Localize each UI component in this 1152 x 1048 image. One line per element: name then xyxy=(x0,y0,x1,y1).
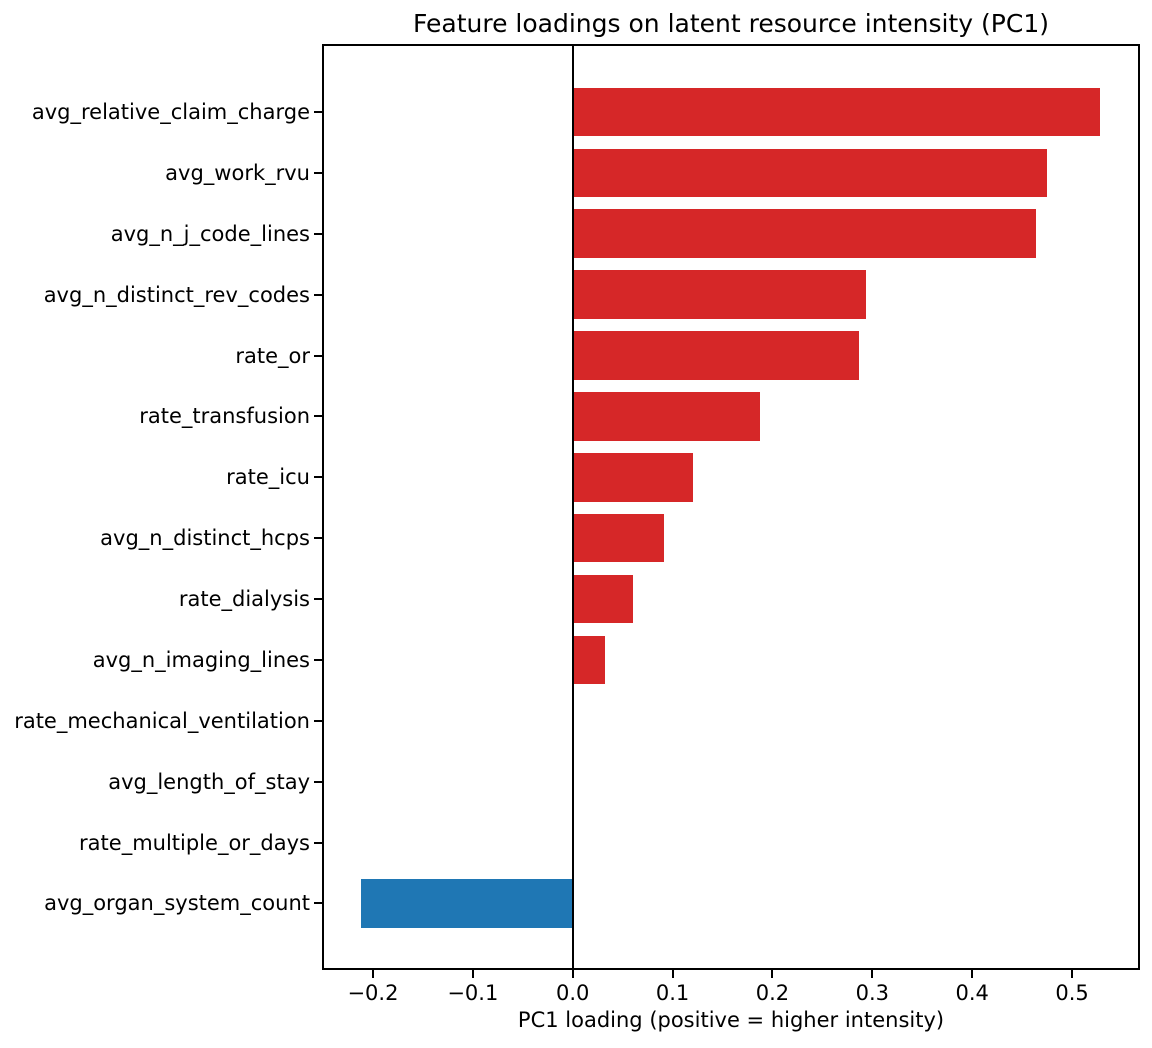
y-tick-label: avg_relative_claim_charge xyxy=(31,100,310,124)
y-tick-mark xyxy=(314,780,322,783)
bar-avg_n_distinct_rev_codes xyxy=(572,270,867,319)
x-tick-label: 0.4 xyxy=(955,981,989,1005)
y-tick-mark xyxy=(314,232,322,235)
x-tick-mark xyxy=(371,970,374,978)
y-tick-label: avg_organ_system_count xyxy=(44,891,310,916)
y-tick-label: avg_n_distinct_hcps xyxy=(100,526,310,551)
bar-rate_dialysis xyxy=(572,574,633,624)
y-tick-label: rate_transfusion xyxy=(139,404,310,429)
y-tick-label: avg_n_imaging_lines xyxy=(92,647,310,672)
y-tick-mark xyxy=(314,598,322,601)
y-tick-mark xyxy=(314,476,322,479)
plot-area xyxy=(322,44,1140,970)
x-tick-mark xyxy=(771,970,774,978)
y-tick-label: rate_mechanical_ventilation xyxy=(14,708,310,733)
y-tick-label: avg_n_j_code_lines xyxy=(110,221,310,246)
bar-avg_organ_system_count xyxy=(360,879,573,928)
y-tick-mark xyxy=(314,415,322,418)
x-tick-label: 0.0 xyxy=(555,981,590,1005)
x-axis-label: PC1 loading (positive = higher intensity… xyxy=(517,1008,945,1032)
x-tick-mark xyxy=(571,970,574,978)
y-tick-label: rate_dialysis xyxy=(178,587,310,612)
x-tick-label: 0.1 xyxy=(655,981,690,1005)
y-tick-mark xyxy=(314,111,322,113)
bar-avg_n_j_code_lines xyxy=(572,209,1037,259)
y-tick-mark xyxy=(314,293,322,296)
y-tick-label: avg_work_rvu xyxy=(165,160,310,185)
bar-rate_icu xyxy=(572,452,693,502)
y-tick-mark xyxy=(314,719,322,722)
x-tick-label: 0.2 xyxy=(755,981,790,1005)
x-tick-mark xyxy=(871,970,874,978)
y-tick-mark xyxy=(314,902,322,905)
x-tick-label: 0.3 xyxy=(855,981,890,1005)
x-tick-mark xyxy=(971,970,974,978)
y-tick-mark xyxy=(314,171,322,174)
x-tick-mark xyxy=(671,970,674,978)
bar-rate_or xyxy=(572,331,860,380)
x-tick-label: −0.2 xyxy=(347,981,399,1005)
y-tick-label: rate_icu xyxy=(226,465,310,490)
y-tick-label: avg_n_distinct_rev_codes xyxy=(43,282,310,307)
zero-line xyxy=(571,46,574,968)
bar-avg_work_rvu xyxy=(572,148,1048,198)
y-tick-label: rate_or xyxy=(235,343,310,368)
bar-avg_n_distinct_hcps xyxy=(572,513,664,563)
bar-avg_relative_claim_charge xyxy=(572,87,1101,137)
y-tick-mark xyxy=(314,354,322,357)
x-tick-label: 0.5 xyxy=(1055,981,1089,1005)
bar-rate_transfusion xyxy=(572,392,761,441)
x-tick-mark xyxy=(1071,970,1074,978)
y-tick-label: rate_multiple_or_days xyxy=(79,830,310,855)
chart-title: Feature loadings on latent resource inte… xyxy=(413,9,1049,38)
y-tick-mark xyxy=(314,537,322,540)
bar-avg_n_imaging_lines xyxy=(572,635,605,685)
y-tick-mark xyxy=(314,841,322,844)
x-tick-mark xyxy=(471,970,474,978)
x-tick-label: −0.1 xyxy=(447,981,499,1005)
y-tick-mark xyxy=(314,658,322,661)
y-tick-label: avg_length_of_stay xyxy=(108,769,310,794)
